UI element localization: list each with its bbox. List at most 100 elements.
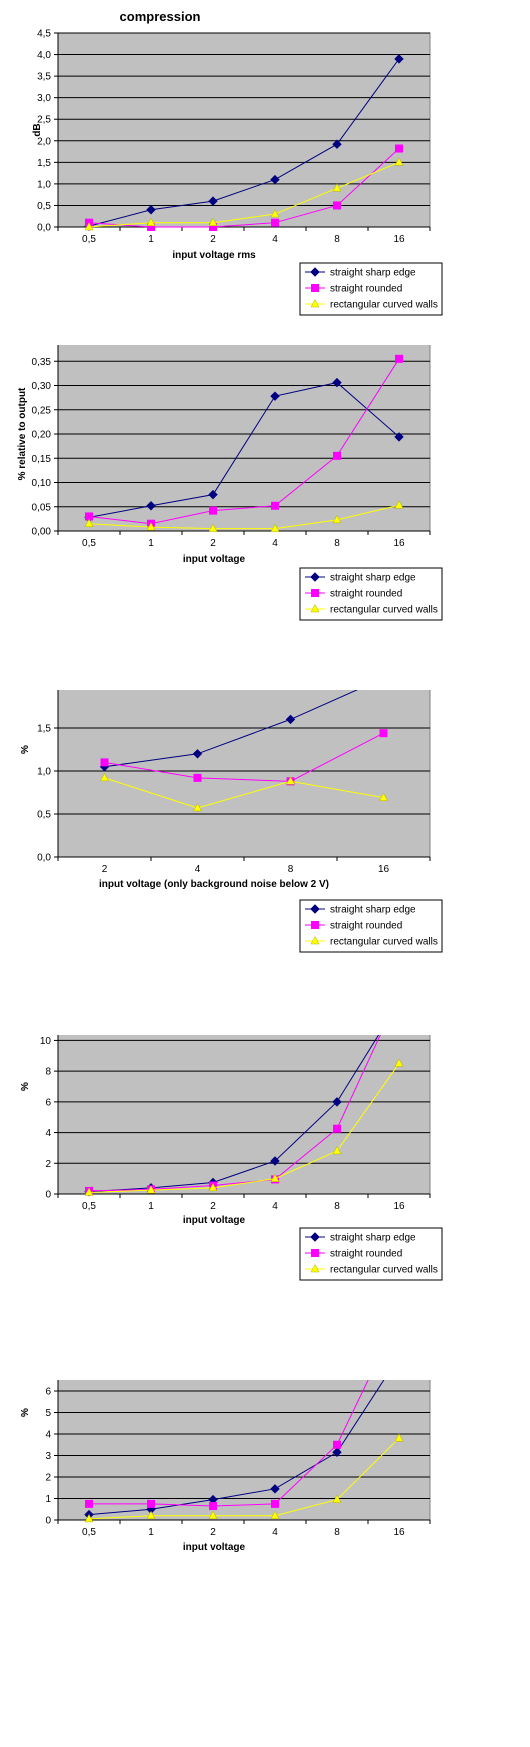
x-tick-label: 0,5 [82,1201,96,1212]
y-tick-label: 3 [45,1451,51,1462]
y-axis-label: % [20,1408,31,1417]
legend-label: straight rounded [330,1249,402,1260]
square-marker [271,501,279,510]
y-tick-label: 2,5 [37,115,51,126]
y-tick-label: 0,10 [32,478,52,489]
y-tick-label: 2 [45,1473,51,1484]
triangle-marker [208,523,218,532]
y-tick-label: 3,0 [37,93,51,104]
legend-label: straight rounded [330,921,402,932]
y-tick-label: 10 [40,1036,52,1047]
x-axis-label: input voltage rms [172,250,256,261]
square-marker [333,1440,341,1449]
series-line [88,504,400,530]
legend-square-marker [311,284,319,292]
legend-label: straight sharp edge [330,268,416,279]
series-2 [85,1380,369,1511]
y-tick-label: 2 [45,1159,51,1170]
x-axis-label: input voltage [183,1215,246,1226]
triangle-marker [270,1173,280,1182]
series-line [88,382,400,518]
x-tick-label: 16 [393,234,405,245]
triangle-marker [208,1182,218,1192]
triangle-marker [84,221,94,231]
diamond-marker [285,714,296,725]
triangle-marker [332,514,342,524]
x-tick-label: 1 [148,1527,154,1538]
legend: straight sharp edge straight rounded recta… [299,899,443,953]
plot-area [57,345,431,532]
x-tick-label: 4 [272,538,278,549]
y-tick-label: 0,05 [32,502,52,513]
x-tick-label: 8 [334,538,340,549]
triangle-marker [146,522,156,531]
diamond-marker [394,54,404,64]
y-tick-label: 0,00 [32,527,52,538]
y-tick-label: 2,0 [37,690,51,692]
y-tick-label: 4 [45,1128,51,1139]
chart-title: compression [120,9,201,24]
diamond-marker [394,432,404,442]
series-1 [99,690,358,772]
series-line [104,690,358,768]
legend-label: straight sharp edge [330,905,416,916]
series-line [88,161,400,228]
legend: straight sharp edge straight rounded recta… [299,262,443,316]
series-3 [84,157,404,231]
x-tick-label: 0,5 [82,538,96,549]
triangle-marker [394,500,404,509]
series-line [88,148,400,228]
legend-label: rectangular curved walls [330,937,438,948]
triangle-marker [394,1433,404,1442]
x-tick-label: 2 [210,234,216,245]
triangle-marker [146,217,156,226]
legend-diamond-marker [310,904,320,914]
series-3 [100,772,388,812]
series-1 [84,1380,385,1520]
legend: straight sharp edge straight rounded recta… [299,1227,443,1281]
x-tick-label: 0,5 [82,234,96,245]
series-line [88,358,400,525]
diamond-marker [270,1156,280,1166]
diamond-marker [208,489,218,500]
x-tick-label: 8 [334,1527,340,1538]
x-tick-label: 16 [393,1527,405,1538]
legend-triangle-marker [310,1263,320,1273]
y-tick-label: 0,35 [32,357,52,368]
x-tick-label: 2 [210,538,216,549]
triangle-marker [394,157,404,166]
triangle-marker [100,772,109,782]
triangle-marker [394,1058,404,1067]
x-tick-label: 4 [272,1527,278,1538]
y-tick-label: 2,0 [37,136,51,147]
x-axis-label: input voltage [183,554,246,565]
triangle-marker [270,523,280,532]
triangle-marker [146,1185,156,1194]
series-line [89,1380,369,1507]
diamond-marker [332,377,342,388]
square-marker [193,773,202,782]
y-tick-label: 0,30 [32,381,52,392]
plot-area [57,32,431,228]
diamond-marker [270,391,280,401]
x-tick-label: 8 [334,1201,340,1212]
diamond-marker [208,196,218,206]
square-marker [395,144,403,153]
legend-label: straight rounded [330,284,402,295]
y-tick-label: 8 [45,1067,51,1078]
legend: straight sharp edge straight rounded recta… [299,567,443,621]
y-tick-label: 0 [45,1516,51,1527]
legend-square-marker [311,1249,319,1257]
series-3 [84,1058,404,1196]
x-tick-label: 16 [393,538,405,549]
triangle-marker [332,1145,342,1155]
triangle-marker [146,1510,156,1519]
triangle-marker [286,776,295,785]
triangle-marker [193,802,202,812]
square-marker [271,218,279,227]
legend-triangle-marker [310,298,320,308]
square-marker [333,201,341,210]
y-tick-label: 4,5 [37,29,51,40]
square-marker [379,729,388,738]
